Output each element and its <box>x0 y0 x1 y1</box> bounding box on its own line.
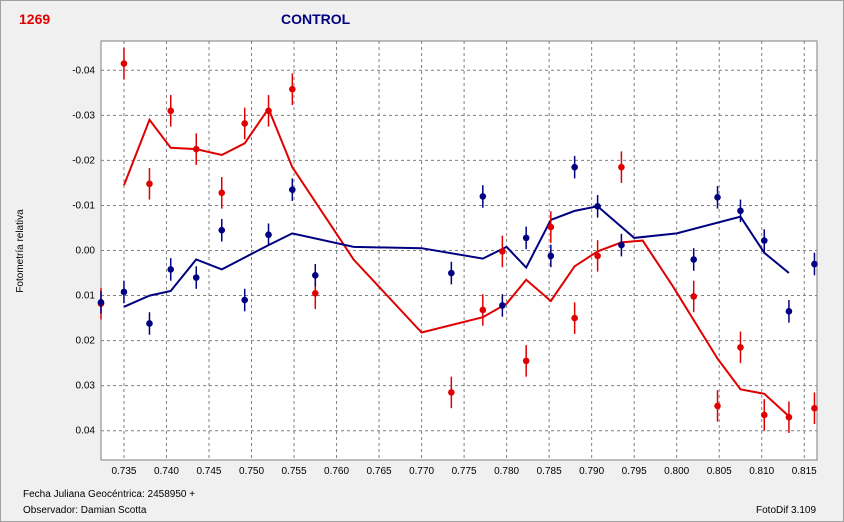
series-0-data-point <box>571 314 578 322</box>
series-0-data-point <box>547 223 555 231</box>
series-1-data-point <box>97 299 105 306</box>
y-tick-label: -0.04 <box>72 65 95 76</box>
x-tick-label: 0.800 <box>664 466 689 477</box>
x-tick-label: 0.810 <box>749 466 774 477</box>
series-1-data-point <box>714 194 721 201</box>
x-tick-label: 0.815 <box>792 466 817 477</box>
series-0-data-point <box>146 180 153 188</box>
series-0-trend-line <box>123 106 790 418</box>
x-tick-label: 0.755 <box>282 466 307 477</box>
x-tick-label: 0.735 <box>111 466 136 477</box>
julian-date-label: Fecha Juliana Geocéntrica: 2458950 + <box>23 489 196 500</box>
series-0-data-point <box>499 248 506 255</box>
series-1-trend-line <box>123 205 790 308</box>
series-1-data-point <box>737 207 744 215</box>
x-tick-label: 0.745 <box>196 466 221 477</box>
series-1-data-point <box>120 288 128 296</box>
series-1-data-point <box>167 266 175 273</box>
y-axis-label: Fotometría relativa <box>15 209 26 293</box>
series-0-data-point <box>289 85 296 93</box>
series-1-data-point <box>218 226 226 234</box>
series-1-data-point <box>241 296 249 304</box>
series-1-data-point <box>690 256 697 263</box>
series-1-data-point <box>618 241 625 249</box>
series-1-data-point <box>192 274 200 281</box>
series-1-data-point <box>522 234 530 242</box>
series-0-data-point <box>448 389 455 396</box>
x-tick-label: 0.790 <box>579 466 604 477</box>
series-0-data-point <box>522 357 530 365</box>
series-0-data-point <box>714 402 721 410</box>
trend-lines <box>123 106 790 418</box>
x-axis-ticks: 0.735 0.740 0.745 0.750 0.755 0.760 0.765 0.770… <box>111 466 817 477</box>
data-points <box>97 47 818 433</box>
series-1-data-point <box>594 203 601 210</box>
x-tick-label: 0.750 <box>239 466 264 477</box>
series-1-data-point <box>448 269 455 277</box>
series-0-data-point <box>120 60 128 67</box>
series-0-data-point <box>311 290 319 297</box>
y-axis-ticks: -0.04 -0.03 -0.02 -0.01 0.00 0.01 0.02 0.03 0.04 <box>72 65 95 436</box>
x-tick-label: 0.760 <box>324 466 349 477</box>
x-tick-label: 0.805 <box>707 466 732 477</box>
y-tick-label: 0.02 <box>76 336 96 347</box>
series-1-data-point <box>499 302 506 309</box>
observer-label: Observador: Damian Scotta <box>23 505 147 516</box>
series-1-data-point <box>571 163 578 171</box>
series-0-data-point <box>594 252 601 260</box>
grid-lines <box>101 41 817 460</box>
series-0-data-point <box>737 344 744 351</box>
object-id-label: 1269 <box>19 11 51 27</box>
y-tick-label: 0.01 <box>76 291 96 302</box>
series-1-data-point <box>479 193 487 200</box>
series-1-data-point <box>311 271 319 279</box>
series-0-data-point <box>218 189 226 197</box>
x-tick-label: 0.780 <box>494 466 519 477</box>
series-1-data-point <box>785 308 793 315</box>
chart-title: CONTROL <box>281 11 351 27</box>
software-version-label: FotoDif 3.109 <box>756 505 817 516</box>
series-0-data-point <box>811 404 818 412</box>
x-tick-label: 0.770 <box>409 466 434 477</box>
y-tick-label: 0.03 <box>76 381 96 392</box>
y-tick-label: -0.03 <box>72 110 95 121</box>
series-0-data-point <box>192 145 200 153</box>
series-1-data-point <box>146 320 153 327</box>
series-0-data-point <box>618 163 625 171</box>
series-1-data-point <box>547 252 555 260</box>
series-0-data-point <box>479 306 487 314</box>
series-1-data-point <box>265 231 272 239</box>
series-0-data-point <box>241 120 249 127</box>
y-tick-label: -0.01 <box>72 200 95 211</box>
y-tick-label: -0.02 <box>72 155 95 166</box>
series-0-data-point <box>690 293 697 300</box>
series-0-data-point <box>265 107 272 115</box>
y-tick-label: 0.00 <box>76 246 96 257</box>
series-1-data-point <box>760 237 768 244</box>
x-tick-label: 0.785 <box>537 466 562 477</box>
x-tick-label: 0.740 <box>154 466 179 477</box>
y-tick-label: 0.04 <box>76 426 96 437</box>
series-1-data-point <box>289 186 296 193</box>
series-0-data-point <box>167 107 175 115</box>
series-1-data-point <box>811 260 818 268</box>
x-tick-label: 0.795 <box>622 466 647 477</box>
series-0-data-point <box>760 411 768 419</box>
x-tick-label: 0.765 <box>367 466 392 477</box>
x-tick-label: 0.775 <box>452 466 477 477</box>
series-0-data-point <box>785 413 793 421</box>
